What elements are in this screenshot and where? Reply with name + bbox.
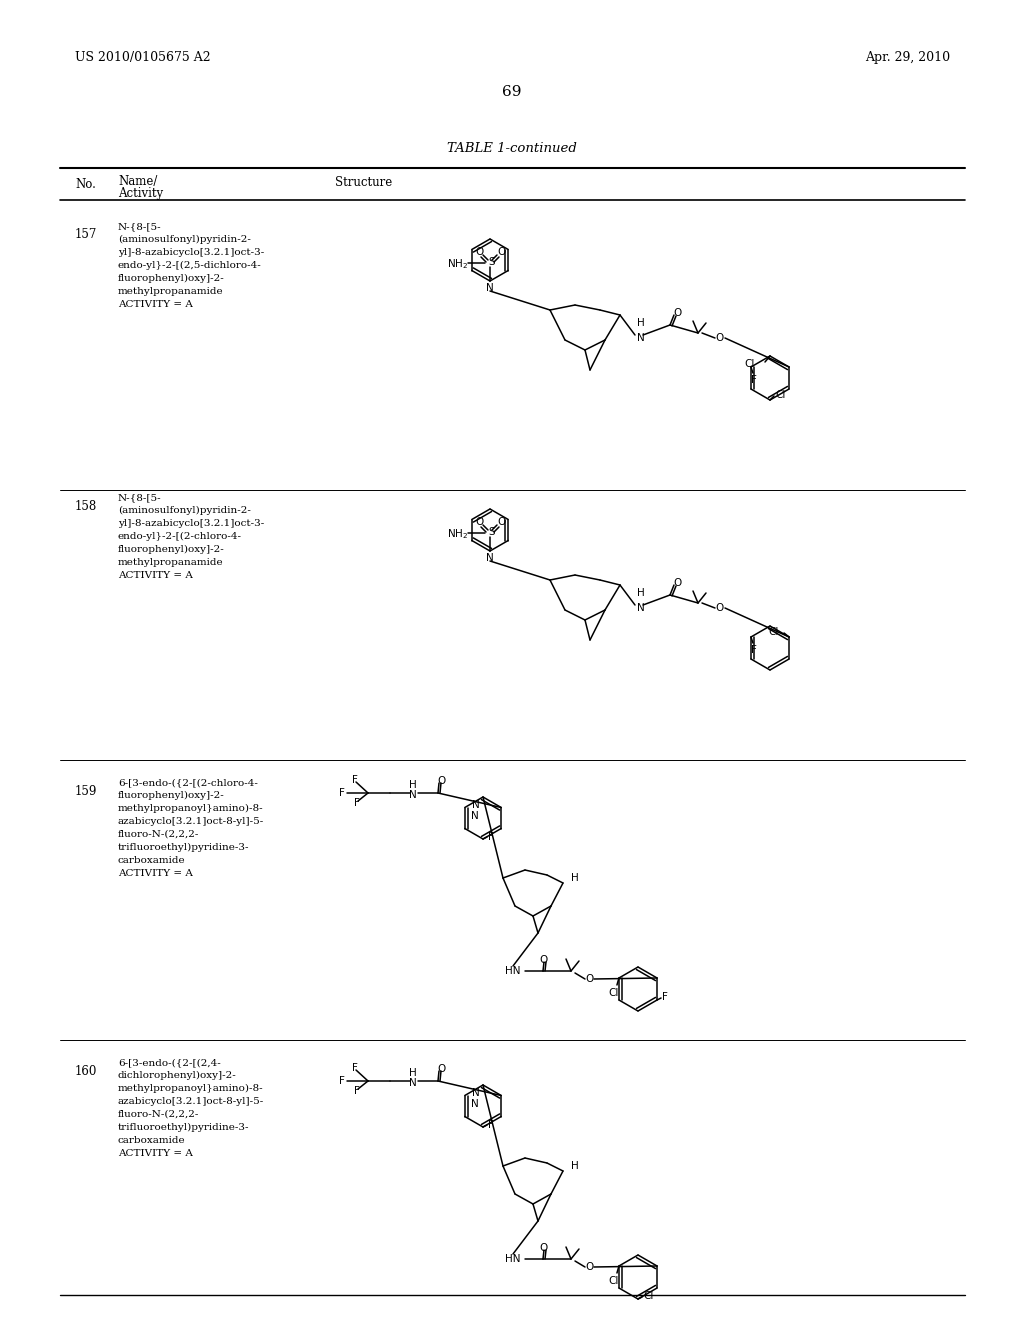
Text: Activity: Activity — [118, 187, 163, 201]
Text: N: N — [637, 333, 645, 343]
Text: H: H — [571, 1162, 579, 1171]
Text: H: H — [571, 873, 579, 883]
Text: N: N — [471, 1100, 479, 1109]
Text: F: F — [488, 1119, 494, 1130]
Text: NH$_2$: NH$_2$ — [446, 257, 468, 271]
Text: N: N — [410, 789, 417, 800]
Text: F: F — [354, 1086, 360, 1096]
Text: F: F — [354, 799, 360, 808]
Text: H: H — [410, 1068, 417, 1078]
Text: HN: HN — [505, 966, 521, 975]
Text: O: O — [585, 1262, 593, 1272]
Text: F: F — [488, 832, 494, 842]
Text: TABLE 1-continued: TABLE 1-continued — [447, 141, 577, 154]
Text: 6-[3-endo-({2-[(2-chloro-4-
fluorophenyl)oxy]-2-
methylpropanoyl}amino)-8-
azabi: 6-[3-endo-({2-[(2-chloro-4- fluorophenyl… — [118, 777, 264, 878]
Text: No.: No. — [75, 178, 96, 191]
Text: Cl: Cl — [608, 987, 620, 998]
Text: 158: 158 — [75, 500, 97, 513]
Text: O: O — [540, 1243, 548, 1253]
Text: N: N — [410, 1078, 417, 1088]
Text: N: N — [637, 603, 645, 612]
Text: O: O — [497, 247, 505, 257]
Text: Cl: Cl — [608, 1276, 620, 1286]
Text: O: O — [497, 517, 505, 527]
Text: N-{8-[5-
(aminosulfonyl)pyridin-2-
yl]-8-azabicyclo[3.2.1]oct-3-
endo-yl}-2-[(2,: N-{8-[5- (aminosulfonyl)pyridin-2- yl]-8… — [118, 222, 264, 309]
Text: O: O — [716, 603, 724, 612]
Text: F: F — [751, 645, 757, 655]
Text: 6-[3-endo-({2-[(2,4-
dichlorophenyl)oxy]-2-
methylpropanoyl}amino)-8-
azabicyclo: 6-[3-endo-({2-[(2,4- dichlorophenyl)oxy]… — [118, 1059, 264, 1158]
Text: N: N — [471, 810, 479, 821]
Text: O: O — [475, 247, 483, 257]
Text: H: H — [637, 318, 645, 327]
Text: O: O — [475, 517, 483, 527]
Text: F: F — [352, 775, 358, 785]
Text: N: N — [472, 800, 480, 810]
Text: H: H — [410, 780, 417, 789]
Text: Structure: Structure — [335, 177, 392, 190]
Text: O: O — [585, 974, 593, 983]
Text: 159: 159 — [75, 785, 97, 799]
Text: N: N — [486, 553, 494, 564]
Text: 160: 160 — [75, 1065, 97, 1078]
Text: Cl: Cl — [769, 627, 779, 638]
Text: F: F — [339, 788, 345, 799]
Text: US 2010/0105675 A2: US 2010/0105675 A2 — [75, 50, 211, 63]
Text: S: S — [488, 527, 496, 537]
Text: O: O — [673, 578, 681, 587]
Text: H: H — [637, 587, 645, 598]
Text: F: F — [352, 1063, 358, 1073]
Text: Cl: Cl — [643, 1291, 653, 1302]
Text: 157: 157 — [75, 228, 97, 242]
Text: Cl: Cl — [775, 389, 785, 400]
Text: Apr. 29, 2010: Apr. 29, 2010 — [865, 50, 950, 63]
Text: N-{8-[5-
(aminosulfonyl)pyridin-2-
yl]-8-azabicyclo[3.2.1]oct-3-
endo-yl}-2-[(2-: N-{8-[5- (aminosulfonyl)pyridin-2- yl]-8… — [118, 492, 264, 579]
Text: N: N — [486, 282, 494, 293]
Text: F: F — [339, 1076, 345, 1086]
Text: N: N — [472, 1088, 480, 1098]
Text: S: S — [488, 257, 496, 267]
Text: O: O — [437, 1064, 445, 1074]
Text: O: O — [437, 776, 445, 785]
Text: F: F — [751, 375, 757, 385]
Text: O: O — [673, 308, 681, 318]
Text: O: O — [540, 954, 548, 965]
Text: HN: HN — [505, 1254, 521, 1265]
Text: 69: 69 — [502, 84, 522, 99]
Text: Name/: Name/ — [118, 176, 158, 187]
Text: O: O — [716, 333, 724, 343]
Text: F: F — [663, 993, 668, 1002]
Text: Cl: Cl — [744, 359, 755, 370]
Text: NH$_2$: NH$_2$ — [446, 527, 468, 541]
